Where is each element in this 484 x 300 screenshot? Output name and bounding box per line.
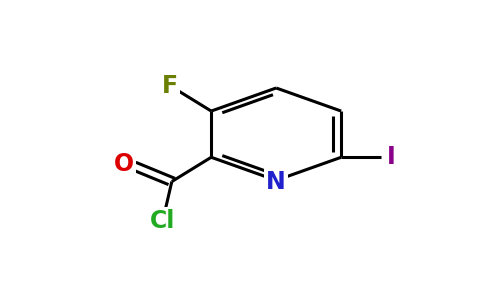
Text: N: N — [266, 169, 286, 194]
Text: I: I — [387, 145, 395, 169]
Text: O: O — [114, 152, 134, 176]
Text: F: F — [162, 74, 178, 98]
Text: Cl: Cl — [150, 209, 175, 233]
